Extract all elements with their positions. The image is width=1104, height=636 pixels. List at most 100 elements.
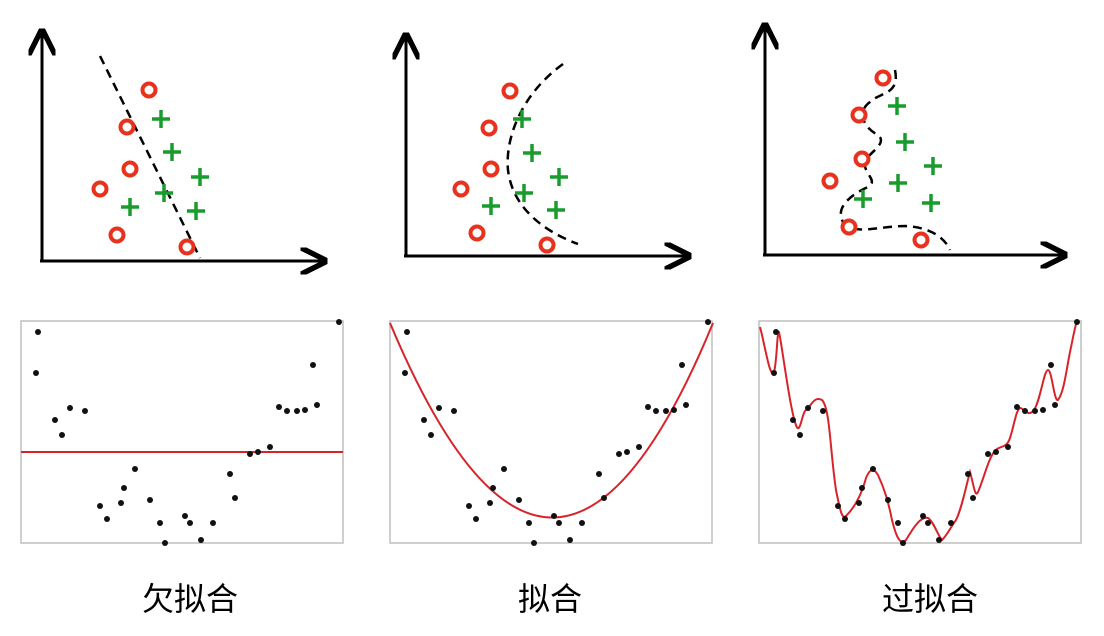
plus-marker [896, 133, 914, 151]
sample-dot [645, 404, 651, 410]
o-marker [91, 180, 109, 198]
sample-dot [267, 444, 273, 450]
plus-marker [547, 201, 565, 219]
sample-dot [247, 451, 253, 457]
sample-dot [1032, 408, 1038, 414]
sample-dot [402, 370, 408, 376]
sample-dot [948, 520, 954, 526]
sample-dot [162, 540, 168, 546]
o-marker [480, 119, 498, 137]
sample-dot [428, 432, 434, 438]
plus-marker [187, 202, 205, 220]
class-o-markers [452, 82, 556, 254]
sample-dot [790, 417, 796, 423]
sample-dot [104, 516, 110, 522]
sample-dot [82, 408, 88, 414]
sample-dot [820, 408, 826, 414]
sample-dot [624, 449, 630, 455]
sample-dot [182, 513, 188, 519]
o-marker [108, 226, 126, 244]
sample-dot [965, 471, 971, 477]
o-marker [538, 236, 556, 254]
class-o-markers [91, 81, 196, 256]
sample-dot [985, 451, 991, 457]
sample-dot [805, 405, 811, 411]
sample-dot [679, 362, 685, 368]
sample-dot [294, 408, 300, 414]
sample-dot [773, 329, 779, 335]
sample-dot [421, 417, 427, 423]
sample-dot [210, 520, 216, 526]
sample-dot [451, 408, 457, 414]
sample-dot [771, 370, 777, 376]
plus-marker [515, 184, 533, 202]
sample-dot [97, 503, 103, 509]
class-plus-markers [121, 110, 209, 220]
sample-dot [705, 319, 711, 325]
sample-dot [276, 404, 282, 410]
class-o-markers [821, 69, 930, 249]
regression-overfit-curve [759, 320, 1078, 543]
plus-marker [191, 168, 209, 186]
plus-marker [163, 143, 181, 161]
sample-dot [227, 471, 233, 477]
sample-dot [671, 407, 677, 413]
o-marker [821, 172, 839, 190]
decision-boundary [98, 55, 202, 259]
sample-dot [284, 408, 290, 414]
regression-underfit-frame [20, 320, 344, 544]
sample-dot [232, 495, 238, 501]
sample-dot [59, 432, 65, 438]
sample-dot [33, 370, 39, 376]
plus-marker [550, 168, 568, 186]
sample-dot [920, 513, 926, 519]
sample-dot [663, 408, 669, 414]
o-marker [874, 69, 892, 87]
sample-dot [466, 503, 472, 509]
sample-dot [121, 485, 127, 491]
plus-marker [523, 144, 541, 162]
o-marker [118, 118, 136, 136]
caption-underfit: 欠拟合 [141, 580, 238, 618]
sample-dot [157, 520, 163, 526]
o-marker [853, 150, 871, 168]
classifier-underfit-panel [40, 34, 322, 261]
sample-dot [842, 516, 848, 522]
sample-dot [473, 516, 479, 522]
plus-marker [121, 198, 139, 216]
sample-dot [885, 497, 891, 503]
sample-dot [198, 537, 204, 543]
sample-dot [616, 451, 622, 457]
class-plus-markers [482, 110, 568, 219]
sample-dot [936, 537, 942, 543]
sample-dot [1074, 319, 1080, 325]
sample-dot [35, 329, 41, 335]
sample-dot [653, 408, 659, 414]
o-marker [850, 106, 868, 124]
o-marker [482, 160, 500, 178]
sample-dots [33, 319, 1080, 546]
sample-dot [1048, 362, 1054, 368]
sample-dot [579, 520, 585, 526]
sample-dot [596, 471, 602, 477]
plus-marker [922, 194, 940, 212]
sample-dot [636, 444, 642, 450]
regression-fit-frame [389, 320, 713, 544]
sample-dot [567, 537, 573, 543]
classifier-fit-panel [404, 38, 686, 256]
sample-dot [551, 513, 557, 519]
sample-dot [310, 362, 316, 368]
sample-dot [797, 432, 803, 438]
sample-dot [1022, 408, 1028, 414]
plus-marker [513, 110, 531, 128]
caption-overfit: 过拟合 [881, 580, 978, 618]
sample-dot [487, 500, 493, 506]
sample-dot [895, 520, 901, 526]
sample-dot [52, 417, 58, 423]
class-plus-markers [854, 97, 942, 212]
plus-marker [482, 197, 500, 215]
sample-dot [302, 407, 308, 413]
decision-boundary [506, 62, 579, 246]
sample-dot [404, 329, 410, 335]
sample-dot [67, 405, 73, 411]
